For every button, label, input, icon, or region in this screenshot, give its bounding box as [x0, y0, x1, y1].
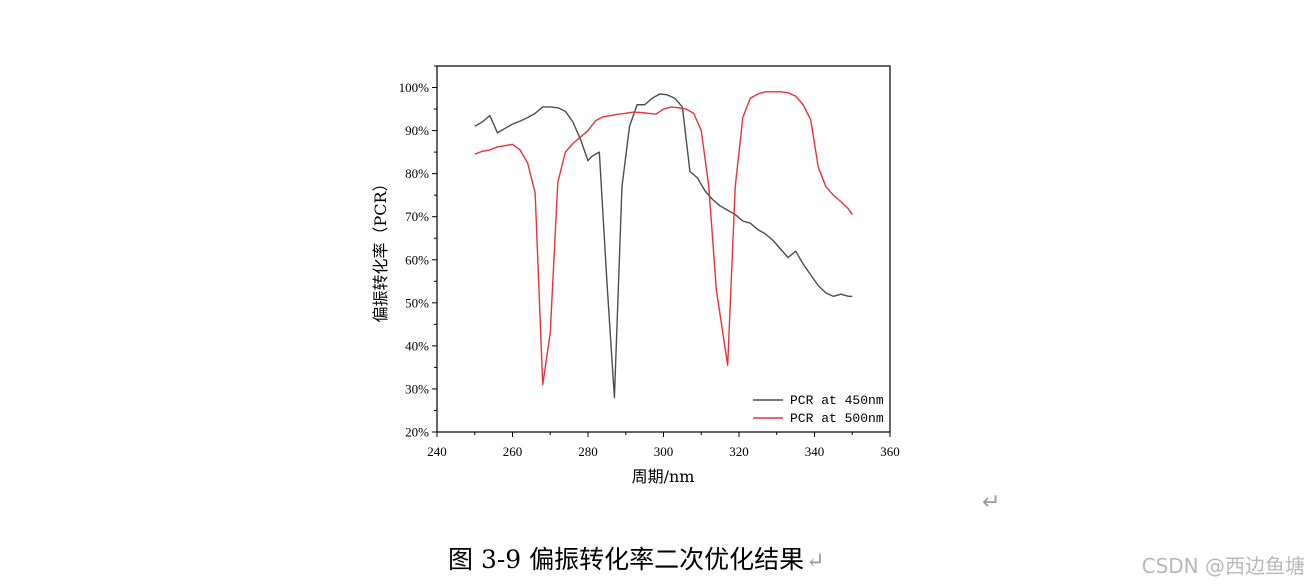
x-axis-title: 周期/nm	[632, 467, 695, 486]
x-tick-label: 300	[654, 444, 674, 459]
x-tick-label: 260	[503, 444, 523, 459]
y-tick-label: 50%	[405, 295, 429, 310]
y-axis-title: 偏振转化率（PCR）	[371, 175, 390, 322]
legend-label-500nm: PCR at 500nm	[790, 411, 884, 426]
y-tick-label: 40%	[405, 338, 429, 353]
y-tick-label: 20%	[405, 425, 429, 440]
caption-return-mark: ↵	[806, 549, 825, 574]
watermark: CSDN @西边鱼塘	[1141, 554, 1305, 578]
y-tick-label: 80%	[405, 166, 429, 181]
series-layer	[474, 91, 853, 399]
y-tick-label: 100%	[399, 80, 430, 95]
figure-caption: 图 3-9 偏振转化率二次优化结果↵	[448, 540, 825, 576]
legend: PCR at 450nm PCR at 500nm	[753, 393, 884, 426]
axis-ticks	[432, 65, 891, 437]
x-tick-label: 240	[427, 444, 447, 459]
y-tick-label: 30%	[405, 381, 429, 396]
paragraph-return-mark: ↵	[982, 490, 1001, 515]
y-axis-tick-labels: 20% 30% 40% 50% 60% 70% 80% 90% 100%	[399, 80, 430, 439]
y-tick-label: 60%	[405, 252, 429, 267]
legend-label-450nm: PCR at 450nm	[790, 393, 884, 408]
series-line-450nm	[474, 93, 853, 399]
x-tick-label: 320	[729, 444, 749, 459]
figure-caption-text: 图 3-9 偏振转化率二次优化结果	[448, 545, 805, 574]
x-axis-tick-labels: 240 260 280 300 320 340 360	[427, 444, 900, 459]
x-tick-label: 360	[880, 444, 900, 459]
x-tick-label: 340	[805, 444, 825, 459]
series-line-500nm	[474, 91, 853, 386]
x-tick-label: 280	[578, 444, 598, 459]
y-tick-label: 90%	[405, 123, 429, 138]
y-tick-label: 70%	[405, 209, 429, 224]
plot-frame	[436, 65, 891, 433]
